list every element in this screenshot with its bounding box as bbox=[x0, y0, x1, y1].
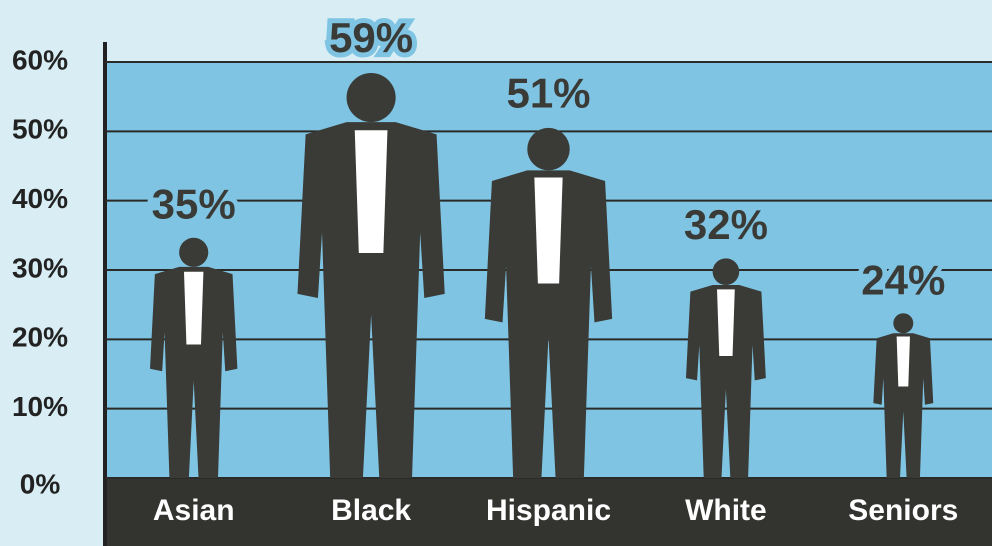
figure-shirt bbox=[183, 271, 204, 345]
figure-shirt bbox=[534, 177, 563, 284]
figure bbox=[297, 73, 445, 478]
y-tick-label: 10% bbox=[12, 391, 68, 422]
figure-head bbox=[179, 237, 209, 267]
y-tick-label: 20% bbox=[12, 322, 68, 353]
figure bbox=[484, 127, 613, 479]
x-tick-label: Asian bbox=[153, 494, 235, 527]
value-label: 35% bbox=[152, 180, 236, 227]
figure-head bbox=[893, 313, 914, 334]
figure-head bbox=[527, 127, 570, 171]
value-label: 59% bbox=[329, 14, 413, 61]
figure bbox=[685, 258, 766, 478]
value-label: 32% bbox=[684, 201, 768, 248]
x-tick-label: White bbox=[685, 494, 767, 527]
value-label: 24% bbox=[861, 257, 945, 304]
figure-body bbox=[484, 170, 613, 479]
figure-shirt bbox=[896, 336, 910, 387]
figure-head bbox=[346, 73, 396, 123]
value-label: 51% bbox=[506, 69, 590, 116]
figure-shirt bbox=[354, 130, 388, 254]
y-tick-label: 30% bbox=[12, 252, 68, 283]
x-tick-label: Hispanic bbox=[486, 494, 611, 527]
x-tick-label: Black bbox=[331, 494, 411, 527]
figure-body bbox=[873, 333, 934, 478]
y-tick-label: 50% bbox=[12, 114, 68, 145]
y-tick-label: 60% bbox=[12, 44, 68, 75]
figure-head bbox=[712, 258, 740, 285]
y-tick-label: 40% bbox=[12, 183, 68, 214]
y-tick-label: 0% bbox=[20, 468, 61, 499]
x-tick-label: Seniors bbox=[848, 494, 958, 527]
figure-shirt bbox=[717, 289, 735, 356]
figure-body bbox=[150, 266, 238, 478]
figure-body bbox=[685, 284, 766, 478]
figure-body bbox=[297, 122, 445, 478]
figure bbox=[873, 313, 934, 478]
figure bbox=[150, 237, 238, 478]
floor bbox=[105, 478, 992, 546]
